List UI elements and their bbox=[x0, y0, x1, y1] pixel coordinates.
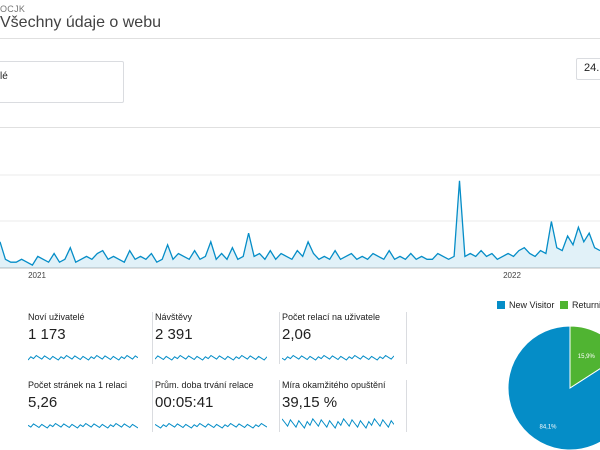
metric-value: 2,06 bbox=[282, 326, 312, 343]
metric-value: 2 391 bbox=[155, 326, 193, 343]
metric-card-sessions-per-user[interactable]: Počet relací na uživatele 2,06 bbox=[282, 312, 407, 364]
metric-card-new-users[interactable]: Noví uživatelé 1 173 bbox=[28, 312, 153, 364]
metric-card-pages-per-session[interactable]: Počet stránek na 1 relaci 5,26 bbox=[28, 380, 153, 432]
view-title[interactable]: Všechny údaje o webu bbox=[0, 14, 161, 31]
series-line bbox=[0, 180, 600, 266]
metric-card-avg-session-duration[interactable]: Prům. doba trvání relace 00:05:41 bbox=[155, 380, 280, 432]
metric-value: 1 173 bbox=[28, 326, 66, 343]
overview-line-chart[interactable]: 2021 2022 bbox=[0, 128, 600, 283]
metric-value: 00:05:41 bbox=[155, 394, 214, 411]
series-area bbox=[0, 180, 600, 268]
metric-sparkline bbox=[28, 354, 138, 361]
pie-slice-label: 15,9% bbox=[578, 354, 596, 360]
metric-card-sessions[interactable]: Návštěvy 2 391 bbox=[155, 312, 280, 364]
metric-value: 39,15 % bbox=[282, 394, 338, 411]
legend-swatch bbox=[497, 301, 505, 309]
metric-sparkline bbox=[155, 354, 267, 361]
x-tick-label: 2022 bbox=[503, 271, 521, 280]
date-range-picker[interactable] bbox=[576, 58, 600, 80]
pie-slice-label: 84,1% bbox=[539, 424, 557, 430]
metric-label: Počet stránek na 1 relaci bbox=[28, 380, 128, 390]
metric-sparkline bbox=[282, 417, 394, 429]
metric-sparkline bbox=[28, 422, 138, 429]
legend-label: New Visitor bbox=[509, 300, 555, 310]
metric-sparkline bbox=[155, 422, 267, 429]
legend-item-returning-visitor[interactable]: Returnin bbox=[560, 300, 600, 310]
header-divider bbox=[0, 38, 600, 39]
metric-value: 5,26 bbox=[28, 394, 58, 411]
metric-label: Míra okamžitého opuštění bbox=[282, 380, 386, 390]
metric-card-bounce-rate[interactable]: Míra okamžitého opuštění 39,15 % bbox=[282, 380, 407, 432]
breadcrumb[interactable]: OCJK bbox=[0, 4, 26, 14]
metric-label: Prům. doba trvání relace bbox=[155, 380, 254, 390]
legend-label: Returnin bbox=[572, 300, 600, 310]
segment-label: lé bbox=[0, 71, 8, 82]
metric-label: Návštěvy bbox=[155, 312, 193, 322]
legend-item-new-visitor[interactable]: New Visitor bbox=[497, 300, 554, 310]
metric-label: Noví uživatelé bbox=[28, 312, 85, 322]
visitor-type-pie-chart[interactable]: 84,1% 15,9% bbox=[500, 318, 600, 450]
pie-slice[interactable] bbox=[507, 325, 600, 450]
segment-card[interactable] bbox=[0, 61, 124, 103]
date-range-label: 24. bbox=[584, 62, 600, 74]
chart-divider bbox=[0, 127, 600, 128]
metric-sparkline bbox=[282, 354, 394, 361]
legend-swatch bbox=[560, 301, 568, 309]
x-tick-label: 2021 bbox=[28, 271, 46, 280]
metric-label: Počet relací na uživatele bbox=[282, 312, 381, 322]
